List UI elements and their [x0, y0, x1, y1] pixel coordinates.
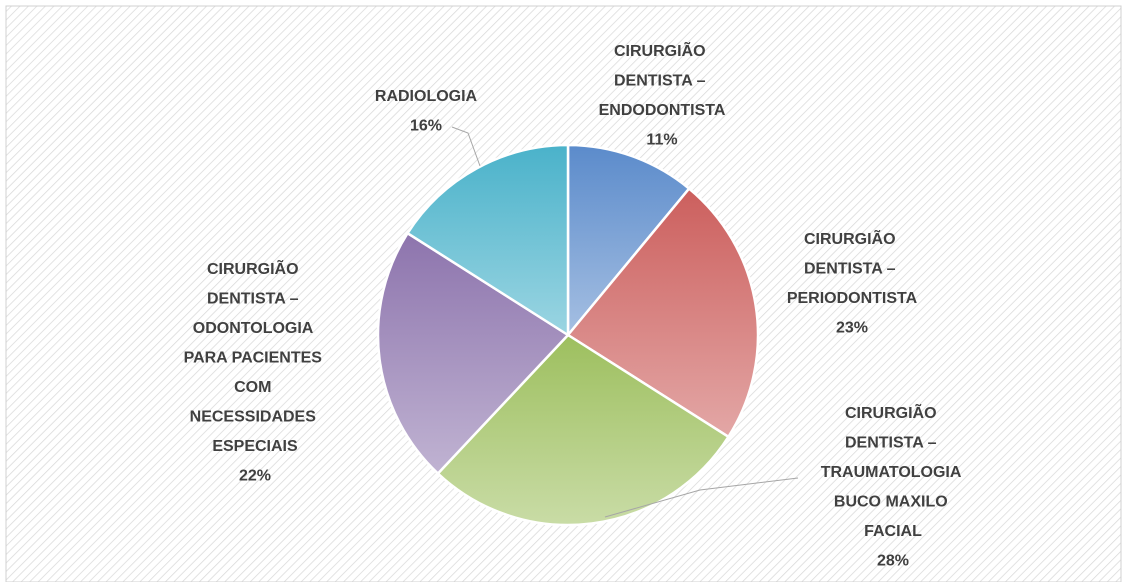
pie-slice	[405, 143, 570, 338]
pie-slice	[566, 143, 691, 339]
data-label: CIRURGIÃO DENTISTA – PERIODONTISTA	[787, 228, 918, 307]
leader-line	[604, 477, 799, 518]
data-label: CIRURGIÃO DENTISTA – ODONTOLOGIA PARA PA…	[184, 258, 327, 455]
pie-slice	[436, 333, 731, 527]
leader-line	[451, 126, 481, 167]
value-label: 28%	[877, 553, 909, 570]
value-label: 11%	[646, 132, 677, 149]
value-label: 16%	[410, 118, 442, 135]
data-label: RADIOLOGIA	[375, 88, 478, 105]
value-label: 22%	[239, 468, 271, 485]
pie-slice	[566, 186, 760, 439]
pie-slice	[376, 231, 570, 476]
data-label: CIRURGIÃO DENTISTA – TRAUMATOLOGIA BUCO …	[821, 402, 966, 540]
data-label: CIRURGIÃO DENTISTA – ENDODONTISTA	[599, 40, 726, 119]
value-label: 23%	[836, 320, 868, 337]
